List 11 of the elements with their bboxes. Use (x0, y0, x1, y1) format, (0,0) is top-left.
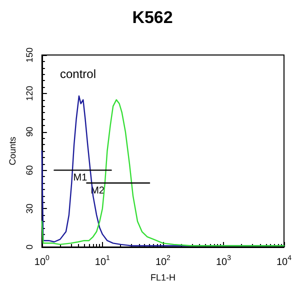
y-tick-label: 0 (24, 244, 34, 250)
y-tick-label: 30 (24, 204, 34, 214)
y-axis-title: Counts (8, 136, 18, 166)
annotation: control (60, 67, 96, 81)
y-tick-label: 60 (24, 165, 34, 176)
chart-title: K562 (132, 8, 173, 27)
y-tick-label: 120 (24, 86, 34, 101)
y-tick-label: 90 (24, 126, 34, 137)
x-axis-title: FL1-H (150, 272, 176, 282)
annotation: M1 (73, 172, 88, 184)
y-tick-label: 150 (24, 47, 34, 63)
